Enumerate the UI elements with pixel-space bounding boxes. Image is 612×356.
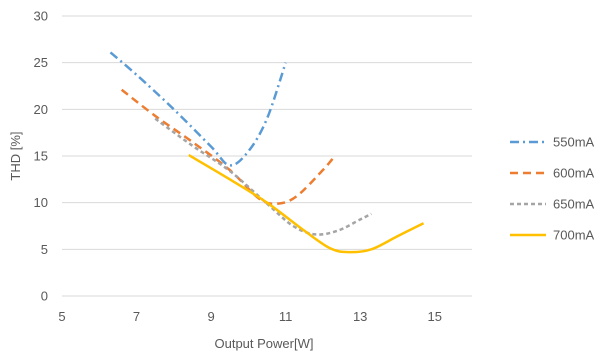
y-axis-title: THD [%] [8,131,23,180]
legend-label: 700mA [553,228,595,243]
series-line-600ma [120,88,336,206]
x-tick-label: 5 [58,309,65,324]
y-tick-label: 20 [34,102,48,117]
y-tick-label: 0 [41,289,48,304]
y-tick-label: 25 [34,55,48,70]
y-tick-label: 30 [34,9,48,24]
x-tick-labels: 5 7 9 11 13 15 [58,309,442,324]
legend-label: 650mA [553,197,595,212]
x-tick-label: 15 [427,309,441,324]
series-line-700ma [188,153,425,254]
x-tick-label: 7 [133,309,140,324]
series-line-650ma [154,117,372,236]
legend-label: 600mA [553,166,595,181]
series-line-550ma [109,51,287,167]
x-tick-label: 9 [207,309,214,324]
x-tick-label: 13 [353,309,367,324]
y-tick-label: 10 [34,195,48,210]
y-tick-label: 15 [34,149,48,164]
x-tick-label: 11 [279,309,293,324]
gridlines [62,15,472,250]
y-tick-labels: 0 5 10 15 20 25 30 [34,9,48,304]
series-lines [109,51,425,254]
x-axis-title: Output Power[W] [215,336,314,351]
legend-label: 550mA [553,135,595,150]
legend: 550mA 600mA 650mA 700mA [510,135,595,243]
y-tick-label: 5 [41,242,48,257]
